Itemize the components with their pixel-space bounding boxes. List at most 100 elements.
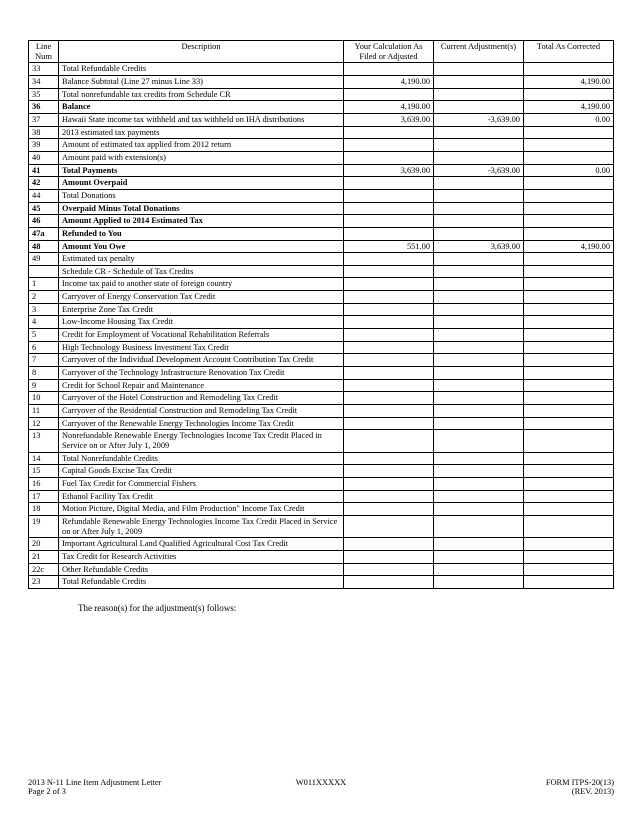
- table-row: 49Estimated tax penalty: [29, 253, 614, 266]
- cell-your-calc: 4,190.00: [344, 75, 434, 88]
- cell-your-calc: [344, 253, 434, 266]
- cell-desc: Amount Applied to 2014 Estimated Tax: [59, 215, 344, 228]
- cell-your-calc: [344, 291, 434, 304]
- cell-your-calc: [344, 227, 434, 240]
- cell-desc: High Technology Business Investment Tax …: [59, 341, 344, 354]
- cell-line: 17: [29, 490, 59, 503]
- cell-current-adj: [434, 490, 524, 503]
- adjustment-table: Line Num Description Your Calculation As…: [28, 40, 614, 589]
- cell-line: 7: [29, 354, 59, 367]
- cell-total-corrected: 4,190.00: [524, 101, 614, 114]
- cell-your-calc: [344, 367, 434, 380]
- cell-line: 12: [29, 417, 59, 430]
- cell-current-adj: [434, 341, 524, 354]
- cell-your-calc: [344, 550, 434, 563]
- cell-total-corrected: [524, 576, 614, 589]
- cell-total-corrected: 4,190.00: [524, 240, 614, 253]
- cell-line: 8: [29, 367, 59, 380]
- cell-your-calc: [344, 354, 434, 367]
- table-row: 44Total Donations: [29, 189, 614, 202]
- cell-desc: Income tax paid to another state of fore…: [59, 278, 344, 291]
- cell-total-corrected: [524, 329, 614, 342]
- cell-line: 19: [29, 515, 59, 537]
- table-row: 41Total Payments3,639.00-3,639.000.00: [29, 164, 614, 177]
- cell-your-calc: [344, 576, 434, 589]
- cell-total-corrected: [524, 405, 614, 418]
- cell-line: 3: [29, 303, 59, 316]
- cell-desc: Total Refundable Credits: [59, 576, 344, 589]
- cell-current-adj: [434, 202, 524, 215]
- table-row: 33Total Refundable Credits: [29, 63, 614, 76]
- cell-current-adj: [434, 265, 524, 278]
- cell-desc: Overpaid Minus Total Donations: [59, 202, 344, 215]
- table-row: 40Amount paid with extension(s): [29, 151, 614, 164]
- footer-code: W011XXXXX: [296, 778, 346, 787]
- cell-total-corrected: 0.00: [524, 164, 614, 177]
- cell-desc: Ethanol Facility Tax Credit: [59, 490, 344, 503]
- table-row: 22cOther Refundable Credits: [29, 563, 614, 576]
- cell-desc: Total Donations: [59, 189, 344, 202]
- cell-desc: Balance Subtotal (Line 27 minus Line 33): [59, 75, 344, 88]
- cell-desc: Carryover of the Technology Infrastructu…: [59, 367, 344, 380]
- cell-total-corrected: 4,190.00: [524, 75, 614, 88]
- cell-current-adj: [434, 75, 524, 88]
- cell-desc: Refunded to You: [59, 227, 344, 240]
- cell-current-adj: [434, 278, 524, 291]
- cell-line: 45: [29, 202, 59, 215]
- cell-your-calc: [344, 490, 434, 503]
- cell-your-calc: 3,639.00: [344, 164, 434, 177]
- cell-current-adj: [434, 417, 524, 430]
- reason-text: The reason(s) for the adjustment(s) foll…: [78, 603, 614, 613]
- cell-total-corrected: [524, 452, 614, 465]
- cell-total-corrected: [524, 563, 614, 576]
- table-row: 13Nonrefundable Renewable Energy Technol…: [29, 430, 614, 452]
- table-row: 20Important Agricultural Land Qualified …: [29, 538, 614, 551]
- table-row: 11Carryover of the Residential Construct…: [29, 405, 614, 418]
- cell-desc: Total Refundable Credits: [59, 63, 344, 76]
- footer-rev: (REV. 2013): [419, 787, 614, 796]
- cell-desc: Credit for Employment of Vocational Reha…: [59, 329, 344, 342]
- cell-line: 6: [29, 341, 59, 354]
- table-row: 37Hawaii State income tax withheld and t…: [29, 113, 614, 126]
- cell-total-corrected: [524, 278, 614, 291]
- cell-total-corrected: [524, 151, 614, 164]
- cell-current-adj: [434, 550, 524, 563]
- cell-your-calc: [344, 88, 434, 101]
- cell-current-adj: [434, 379, 524, 392]
- cell-your-calc: [344, 430, 434, 452]
- cell-line: 22c: [29, 563, 59, 576]
- table-header: Line Num Description Your Calculation As…: [29, 41, 614, 63]
- cell-line: 46: [29, 215, 59, 228]
- cell-desc: Amount You Owe: [59, 240, 344, 253]
- cell-total-corrected: [524, 379, 614, 392]
- cell-your-calc: [344, 215, 434, 228]
- footer-form-code: FORM ITPS-20(13): [419, 778, 614, 787]
- cell-desc: Schedule CR - Schedule of Tax Credits: [59, 265, 344, 278]
- cell-current-adj: [434, 63, 524, 76]
- cell-desc: Motion Picture, Digital Media, and Film …: [59, 503, 344, 516]
- cell-total-corrected: [524, 265, 614, 278]
- cell-your-calc: [344, 139, 434, 152]
- cell-your-calc: [344, 63, 434, 76]
- cell-desc: Other Refundable Credits: [59, 563, 344, 576]
- cell-total-corrected: [524, 392, 614, 405]
- cell-current-adj: [434, 303, 524, 316]
- table-row: 23Total Refundable Credits: [29, 576, 614, 589]
- cell-line: 18: [29, 503, 59, 516]
- cell-line: 13: [29, 430, 59, 452]
- cell-total-corrected: 0.00: [524, 113, 614, 126]
- cell-desc: Amount paid with extension(s): [59, 151, 344, 164]
- table-row: 9Credit for School Repair and Maintenanc…: [29, 379, 614, 392]
- cell-your-calc: [344, 202, 434, 215]
- table-row: 42Amount Overpaid: [29, 177, 614, 190]
- cell-total-corrected: [524, 550, 614, 563]
- cell-your-calc: [344, 515, 434, 537]
- cell-total-corrected: [524, 316, 614, 329]
- cell-current-adj: -3,639.00: [434, 164, 524, 177]
- cell-desc: Total Payments: [59, 164, 344, 177]
- cell-desc: Nonrefundable Renewable Energy Technolog…: [59, 430, 344, 452]
- cell-total-corrected: [524, 202, 614, 215]
- cell-desc: Amount of estimated tax applied from 201…: [59, 139, 344, 152]
- cell-your-calc: [344, 465, 434, 478]
- cell-total-corrected: [524, 465, 614, 478]
